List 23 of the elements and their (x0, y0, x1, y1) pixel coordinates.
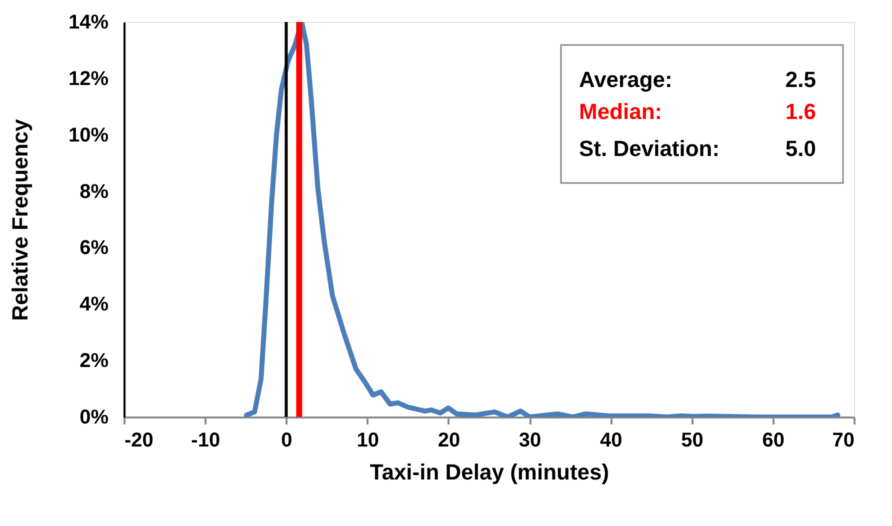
y-tick-label: 2% (80, 350, 109, 372)
x-tick-label: 70 (832, 430, 854, 452)
y-tick-label: 4% (80, 294, 109, 316)
x-tick-label: -10 (191, 430, 220, 452)
text: Median: 1.6 (579, 99, 816, 124)
y-tick-label: 0% (80, 406, 109, 428)
x-tick-label: 40 (600, 430, 622, 452)
x-tick-label: -20 (124, 430, 154, 452)
y-tick-label: 12% (68, 68, 109, 90)
x-tick-label: 60 (762, 430, 785, 452)
y-tick-label: 14% (68, 12, 109, 34)
x-tick-label: 10 (356, 430, 379, 452)
x-tick-label: 50 (681, 430, 704, 452)
x-axis-title: Taxi-in Delay (minutes) (370, 460, 610, 484)
text: Average: 2.5 (579, 67, 816, 92)
y-tick-label: 6% (80, 237, 109, 260)
text: St. Deviation: 5.0 (579, 136, 816, 161)
y-axis-title: Relative Frequency (7, 118, 32, 321)
x-tick-label: 20 (438, 430, 460, 452)
x-tick-label: 30 (518, 430, 542, 452)
x-tick-label: 0 (281, 430, 292, 452)
y-tick-label: 10% (68, 124, 109, 146)
y-tick-label: 8% (80, 180, 109, 203)
